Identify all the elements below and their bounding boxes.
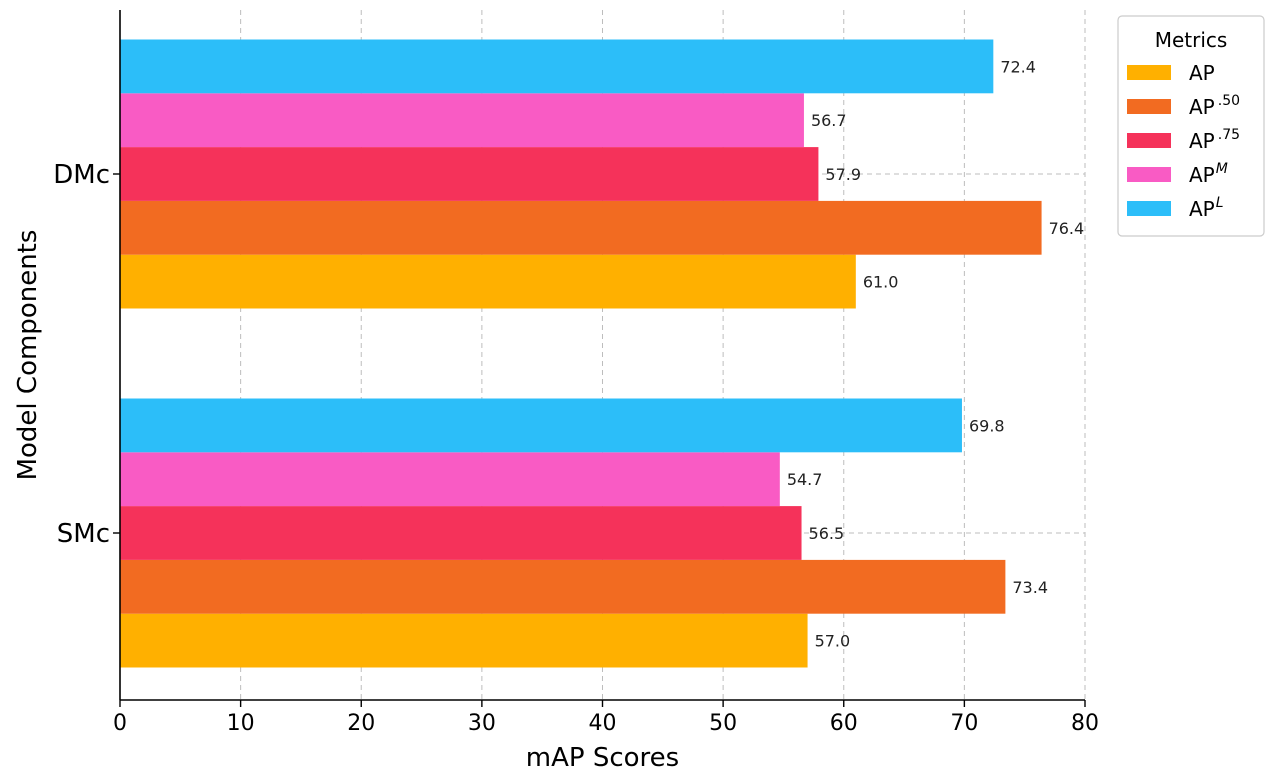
x-tick-label: 40 bbox=[589, 711, 617, 736]
bars bbox=[120, 39, 1042, 668]
x-tick-label: 30 bbox=[468, 711, 496, 736]
x-tick-label: 10 bbox=[227, 711, 255, 736]
bar-value-label: 61.0 bbox=[863, 273, 899, 292]
bar bbox=[120, 398, 962, 453]
bar bbox=[120, 254, 856, 309]
bar bbox=[120, 200, 1042, 255]
bar bbox=[120, 452, 780, 507]
bar bbox=[120, 39, 994, 94]
legend-title: Metrics bbox=[1155, 28, 1228, 52]
grid bbox=[120, 10, 1086, 700]
bar-value-label: 57.0 bbox=[815, 632, 851, 651]
legend-swatch bbox=[1127, 133, 1171, 148]
bar-value-label: 73.4 bbox=[1012, 578, 1048, 597]
x-tick-label: 60 bbox=[830, 711, 858, 736]
legend: Metrics AP AP .50 AP .75 APM APL bbox=[1117, 15, 1265, 237]
x-tick-label: 70 bbox=[950, 711, 978, 736]
bar bbox=[120, 613, 808, 668]
x-tick-label: 20 bbox=[347, 711, 375, 736]
x-tick-label: 80 bbox=[1071, 711, 1099, 736]
value-labels: 57.0 61.0 73.4 76.4 56.5 57.9 54.7 56.7 69.8 72.4 bbox=[787, 57, 1084, 650]
x-tick-label: 0 bbox=[113, 711, 127, 736]
legend-label: AP .75 bbox=[1189, 127, 1240, 153]
y-axis-title: Model Components bbox=[13, 230, 43, 481]
bar bbox=[120, 147, 819, 201]
legend-label: APL bbox=[1189, 195, 1224, 221]
bar-value-label: 54.7 bbox=[787, 470, 823, 489]
bar-value-label: 56.5 bbox=[809, 524, 845, 543]
bar-value-label: 76.4 bbox=[1049, 219, 1085, 238]
bar-value-label: 69.8 bbox=[969, 416, 1005, 435]
legend-items: AP AP .50 AP .75 APM APL bbox=[1127, 61, 1240, 221]
bar bbox=[120, 559, 1006, 614]
bar bbox=[120, 506, 802, 560]
legend-swatch bbox=[1127, 65, 1171, 80]
axes: 0 10 20 30 40 50 60 70 80 SMc DMc bbox=[53, 10, 1099, 736]
legend-label: APM bbox=[1189, 161, 1228, 187]
legend-label: AP .50 bbox=[1189, 93, 1240, 119]
x-tick-label: 50 bbox=[709, 711, 737, 736]
bar-value-label: 56.7 bbox=[811, 111, 847, 130]
category-label: SMc bbox=[57, 519, 110, 549]
bar-value-label: 57.9 bbox=[825, 165, 861, 184]
x-axis-title: mAP Scores bbox=[526, 743, 679, 773]
legend-label: AP bbox=[1189, 61, 1215, 85]
legend-swatch bbox=[1127, 201, 1171, 216]
legend-swatch bbox=[1127, 99, 1171, 114]
bar bbox=[120, 93, 804, 148]
legend-swatch bbox=[1127, 167, 1171, 182]
bar-value-label: 72.4 bbox=[1000, 57, 1036, 76]
category-label: DMc bbox=[53, 160, 110, 190]
